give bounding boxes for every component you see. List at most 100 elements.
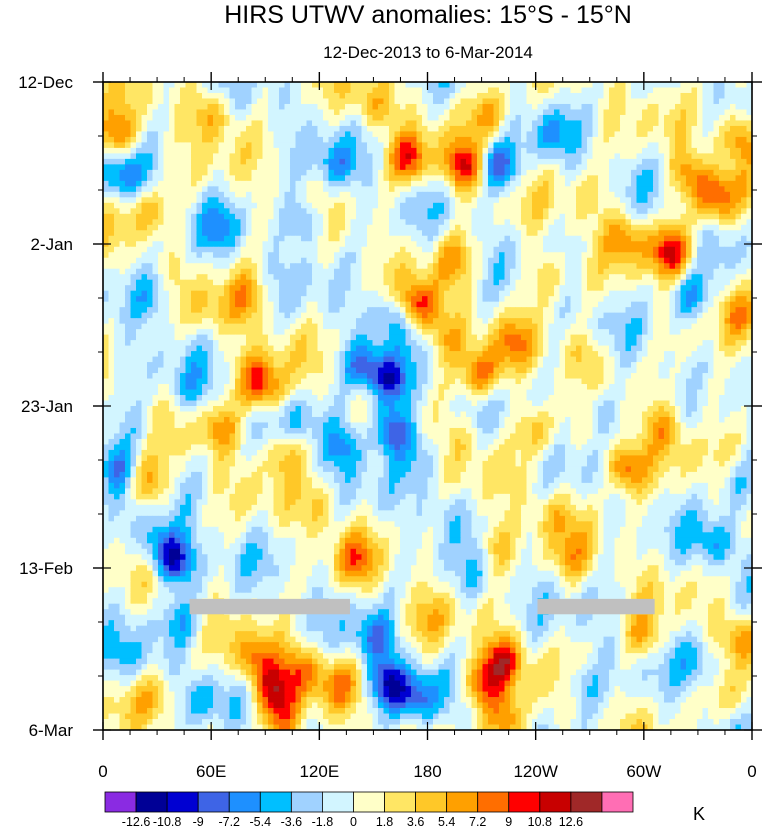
heat-cell (119, 114, 126, 121)
heat-cell (383, 296, 390, 303)
heat-cell (702, 131, 709, 138)
heat-cell (416, 103, 423, 110)
heat-cell (312, 125, 318, 132)
heat-cell (411, 169, 417, 176)
heat-cell (284, 136, 291, 143)
heat-cell (306, 235, 313, 242)
heat-cell (697, 109, 703, 116)
heat-cell (339, 131, 346, 138)
heat-cell (493, 125, 500, 132)
heat-cell (317, 197, 324, 204)
heat-cell (576, 175, 582, 182)
heat-cell (658, 147, 665, 154)
heat-cell (158, 208, 164, 215)
heat-cell (735, 142, 742, 149)
heat-cell (152, 136, 159, 143)
heat-cell (246, 125, 252, 132)
heat-cell (328, 103, 335, 110)
heat-cell (548, 263, 555, 270)
heat-cell (636, 180, 643, 187)
heat-cell (592, 279, 599, 286)
heat-cell (295, 142, 302, 149)
heat-cell (598, 301, 604, 308)
heat-cell (389, 82, 395, 88)
heat-cell (196, 92, 203, 99)
heat-cell (411, 191, 417, 198)
heat-cell (642, 92, 648, 99)
heat-cell (207, 235, 214, 242)
heat-cell (521, 213, 527, 220)
heat-cell (279, 274, 285, 281)
heat-cell (636, 164, 643, 171)
heat-cell (504, 279, 511, 286)
heat-cell (713, 191, 720, 198)
heat-cell (372, 147, 379, 154)
heat-cell (521, 136, 527, 143)
heat-cell (372, 263, 379, 270)
heat-cell (323, 125, 329, 132)
heat-cell (735, 252, 742, 259)
heat-cell (103, 213, 109, 220)
heat-cell (235, 290, 241, 297)
heat-cell (114, 301, 120, 308)
heat-cell (510, 92, 516, 99)
heat-cell (746, 274, 752, 281)
heat-cell (411, 98, 417, 105)
heat-cell (427, 224, 434, 231)
heat-cell (686, 131, 692, 138)
heat-cell (444, 142, 450, 149)
heat-cell (746, 147, 752, 154)
heat-cell (119, 109, 126, 116)
heat-cell (108, 202, 115, 209)
heat-cell (328, 186, 335, 193)
heat-cell (213, 114, 219, 121)
heat-cell (581, 191, 588, 198)
heat-cell (620, 191, 626, 198)
heat-cell (356, 263, 362, 270)
heat-cell (592, 213, 599, 220)
heat-cell (636, 235, 643, 242)
heat-cell (240, 219, 247, 226)
heat-cell (152, 109, 159, 116)
heat-cell (207, 98, 214, 105)
heat-cell (317, 142, 324, 149)
heat-cell (207, 136, 214, 143)
heat-cell (444, 307, 450, 314)
heat-cell (548, 219, 555, 226)
heat-cell (207, 252, 214, 259)
heat-cell (702, 186, 709, 193)
heat-cell (460, 235, 467, 242)
heat-cell (246, 142, 252, 149)
heat-cell (680, 186, 687, 193)
heat-cell (636, 241, 643, 248)
heat-cell (306, 92, 313, 99)
heat-cell (169, 197, 175, 204)
heat-cell (515, 301, 522, 308)
heat-cell (614, 230, 621, 237)
heat-cell (493, 296, 500, 303)
heat-cell (119, 175, 126, 182)
heat-cell (741, 87, 747, 94)
heat-cell (526, 290, 533, 297)
heat-cell (174, 230, 181, 237)
heat-cell (394, 235, 401, 242)
heat-cell (273, 219, 280, 226)
heat-cell (647, 125, 654, 132)
heat-cell (400, 164, 406, 171)
heat-cell (499, 82, 505, 88)
heat-cell (614, 125, 621, 132)
heat-cell (229, 147, 236, 154)
heat-cell (158, 263, 164, 270)
heat-cell (400, 241, 406, 248)
heat-cell (548, 120, 555, 127)
heat-cell (515, 136, 522, 143)
heat-cell (499, 268, 505, 275)
heat-cell (466, 290, 472, 297)
heat-cell (697, 230, 703, 237)
heat-cell (163, 191, 170, 198)
heat-cell (702, 307, 709, 314)
heat-cell (202, 230, 208, 237)
heat-cell (257, 197, 263, 204)
heat-cell (631, 158, 637, 165)
heat-cell (163, 252, 170, 259)
